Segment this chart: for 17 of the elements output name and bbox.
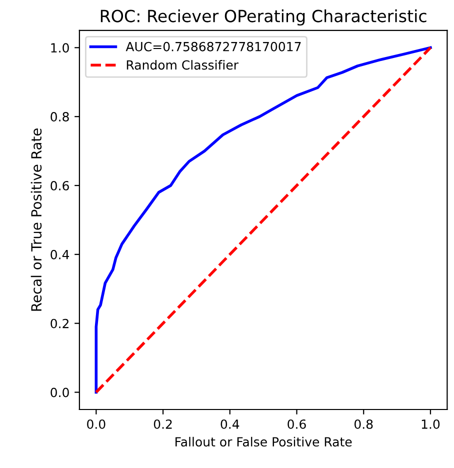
y-tick-label: 1.0	[51, 43, 69, 53]
y-tick-label: 0.0	[50, 388, 69, 398]
x-tick-label: 0.8	[354, 419, 373, 429]
x-tick-label: 0.6	[288, 419, 306, 429]
chart-title: ROC: Reciever OPerating Characteristic	[100, 9, 426, 26]
x-tick-label: 0.0	[87, 419, 106, 429]
y-axis-title: Recal or True Positive Rate	[30, 128, 42, 311]
x-tick-label: 0.4	[220, 419, 240, 429]
x-axis-title: Fallout or False Positive Rate	[176, 436, 352, 447]
x-tick-label: 1.0	[422, 419, 440, 429]
x-tick-label: 0.2	[154, 419, 172, 429]
legend-label: Random Classifier	[126, 60, 238, 70]
y-tick-label: 0.8	[50, 112, 69, 122]
y-tick-label: 0.2	[50, 318, 68, 328]
y-tick-label: 0.4	[50, 250, 70, 260]
legend-label: AUC=0.7586872778170017	[126, 42, 301, 52]
y-tick-label: 0.6	[50, 180, 69, 190]
